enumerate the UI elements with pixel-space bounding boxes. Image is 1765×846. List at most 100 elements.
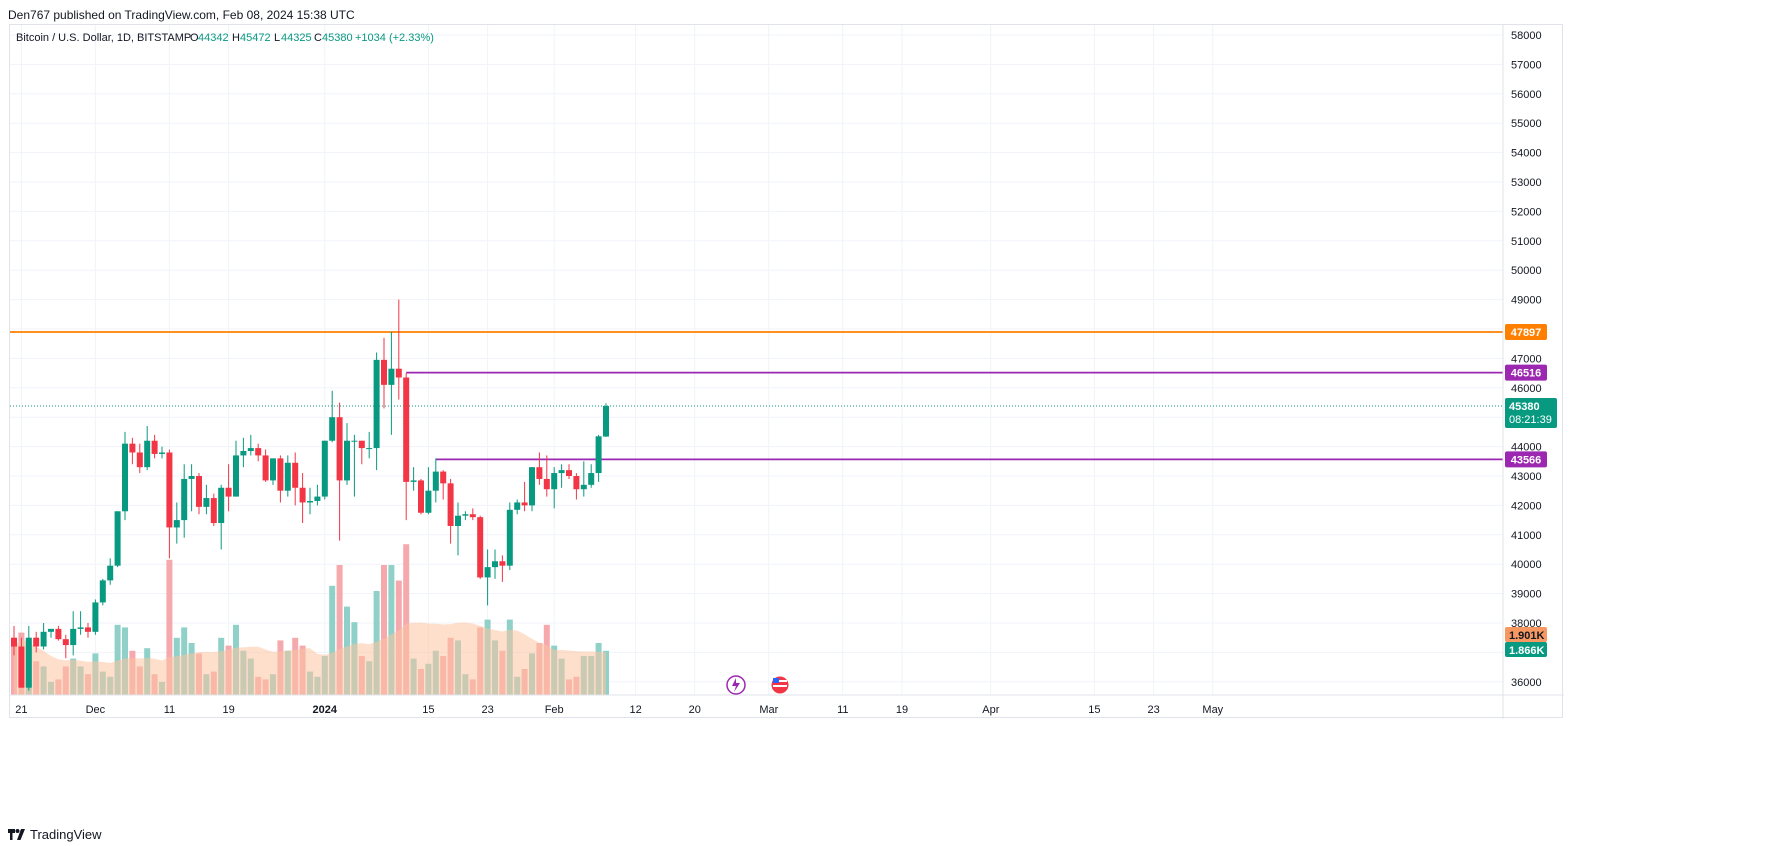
candle[interactable]: [107, 558, 114, 585]
candle[interactable]: [529, 467, 535, 512]
candle-body: [588, 473, 595, 485]
candle[interactable]: [270, 458, 276, 485]
candle[interactable]: [55, 625, 62, 641]
candle[interactable]: [92, 599, 99, 635]
candle[interactable]: [129, 437, 136, 465]
candle[interactable]: [240, 437, 247, 468]
footer-brand[interactable]: TradingView: [8, 827, 102, 842]
candle[interactable]: [351, 434, 358, 497]
candle[interactable]: [558, 464, 565, 488]
candle[interactable]: [551, 467, 558, 509]
candle[interactable]: [247, 434, 254, 456]
candle[interactable]: [173, 502, 180, 544]
candle[interactable]: [477, 515, 484, 579]
candle[interactable]: [62, 634, 69, 659]
candle[interactable]: [70, 611, 77, 656]
candle[interactable]: [203, 484, 210, 515]
candle[interactable]: [603, 403, 609, 438]
candle[interactable]: [425, 467, 432, 515]
candle[interactable]: [77, 611, 84, 635]
candle[interactable]: [40, 623, 47, 650]
candle[interactable]: [588, 464, 595, 488]
candle[interactable]: [499, 555, 506, 582]
flag-stripe: [773, 685, 787, 687]
candle[interactable]: [299, 473, 306, 524]
change-value: +1034 (+2.33%): [355, 32, 434, 44]
candle[interactable]: [484, 549, 491, 606]
candle[interactable]: [344, 423, 350, 485]
candle[interactable]: [373, 352, 380, 471]
candle[interactable]: [277, 455, 284, 503]
x-tick-label: Feb: [545, 704, 564, 716]
symbol-legend: Bitcoin / U.S. Dollar, 1D, BITSTAMP O 44…: [16, 32, 434, 44]
candle[interactable]: [181, 464, 188, 538]
candle[interactable]: [11, 625, 17, 656]
candle[interactable]: [255, 443, 262, 462]
candle[interactable]: [18, 637, 25, 688]
candle[interactable]: [33, 631, 40, 653]
candle-body: [233, 455, 239, 497]
candle[interactable]: [440, 470, 447, 500]
candle[interactable]: [381, 337, 387, 409]
candle-body: [366, 448, 373, 450]
candle[interactable]: [447, 478, 454, 544]
candle[interactable]: [492, 549, 498, 579]
candle[interactable]: [388, 331, 395, 435]
candle[interactable]: [114, 511, 121, 568]
candle[interactable]: [196, 473, 202, 515]
candle[interactable]: [329, 390, 336, 443]
candle[interactable]: [395, 299, 402, 400]
candle[interactable]: [336, 402, 343, 541]
candle[interactable]: [99, 578, 106, 606]
candle[interactable]: [136, 443, 143, 474]
candle[interactable]: [469, 508, 476, 521]
y-tick-label: 55000: [1511, 118, 1542, 130]
candle[interactable]: [418, 478, 424, 515]
y-tick-label: 54000: [1511, 148, 1542, 160]
candle[interactable]: [573, 473, 580, 500]
candle[interactable]: [48, 628, 54, 638]
candle[interactable]: [225, 464, 232, 512]
candle[interactable]: [321, 440, 328, 500]
candle[interactable]: [85, 623, 91, 638]
candle[interactable]: [455, 502, 461, 556]
candle[interactable]: [521, 481, 528, 512]
candle[interactable]: [188, 464, 195, 512]
candle[interactable]: [314, 484, 321, 506]
candle[interactable]: [403, 373, 410, 521]
candle-body: [321, 440, 328, 497]
candle[interactable]: [432, 458, 439, 503]
candle[interactable]: [262, 449, 269, 482]
candle-body: [299, 487, 306, 503]
candle[interactable]: [462, 511, 469, 521]
candle[interactable]: [233, 440, 239, 497]
candle[interactable]: [358, 440, 365, 465]
candle[interactable]: [410, 467, 417, 491]
candle-body: [358, 440, 365, 449]
candle[interactable]: [284, 455, 291, 497]
candle[interactable]: [506, 502, 513, 571]
candle-body: [181, 478, 188, 521]
candle[interactable]: [595, 434, 602, 482]
candle[interactable]: [166, 449, 173, 559]
candle[interactable]: [536, 452, 543, 485]
candle[interactable]: [292, 452, 299, 506]
y-tick-label: 56000: [1511, 89, 1542, 101]
candle[interactable]: [159, 446, 165, 459]
candle-body: [55, 628, 62, 640]
candlestick-chart[interactable]: 58000 57000 56000 55000 54000 53000 52000 51000…: [10, 25, 1564, 719]
candle[interactable]: [144, 426, 151, 471]
event-markers[interactable]: [726, 675, 790, 695]
candle[interactable]: [514, 499, 521, 515]
candle[interactable]: [25, 625, 32, 691]
candle[interactable]: [218, 484, 225, 550]
candle[interactable]: [580, 461, 587, 497]
candle-body: [218, 487, 225, 524]
candle[interactable]: [566, 464, 572, 479]
candle[interactable]: [151, 434, 158, 459]
candle[interactable]: [122, 431, 128, 521]
candle[interactable]: [366, 431, 373, 459]
candle[interactable]: [307, 487, 313, 515]
candle[interactable]: [543, 455, 550, 497]
candle[interactable]: [210, 493, 217, 526]
